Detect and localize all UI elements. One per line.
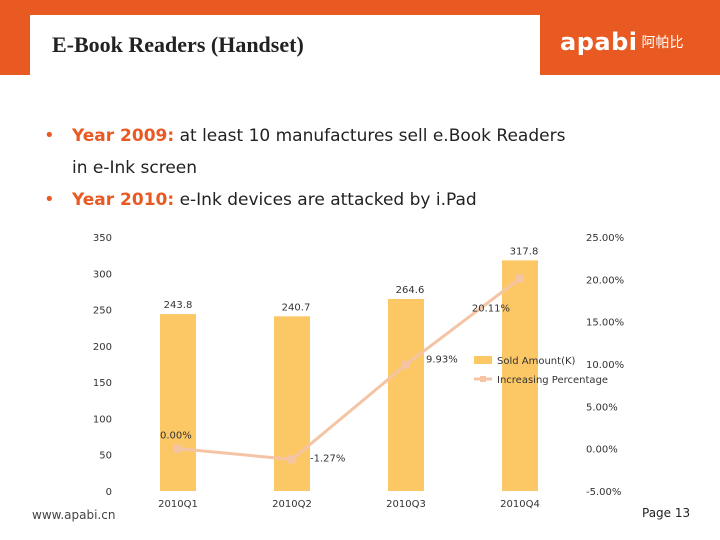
y-axis-tick-label: 350 xyxy=(93,233,112,244)
legend-label: Sold Amount(K) xyxy=(497,356,576,367)
y2-axis-tick-label: 10.00% xyxy=(586,360,624,371)
slide-title: E-Book Readers (Handset) xyxy=(52,32,304,57)
line-data-label: 9.93% xyxy=(426,355,458,366)
line-point xyxy=(174,444,182,453)
line-point xyxy=(402,360,410,369)
legend-swatch-marker xyxy=(480,376,486,382)
y-axis-tick-label: 200 xyxy=(93,342,112,353)
apabi-logo: apabi 阿帕比 xyxy=(560,28,683,58)
x-axis-tick-label: 2010Q2 xyxy=(272,499,312,510)
logo-chinese-text: 阿帕比 xyxy=(641,35,684,51)
bullet-text: e-Ink devices are attacked by i.Pad xyxy=(174,190,477,210)
bar-data-label: 264.6 xyxy=(396,285,425,296)
line-series xyxy=(177,277,521,461)
y-axis-tick-label: 300 xyxy=(93,269,112,280)
y2-axis-tick-label: 20.00% xyxy=(586,275,624,286)
line-point xyxy=(516,274,524,283)
y2-axis-tick-label: 0.00% xyxy=(586,445,618,456)
page-number: Page 13 xyxy=(642,506,691,520)
bullet-list: • Year 2009: at least 10 manufactures se… xyxy=(30,120,710,216)
bullet-text: at least 10 manufactures sell e.Book Rea… xyxy=(174,126,566,146)
header-bar: E-Book Readers (Handset) apabi 阿帕比 xyxy=(0,0,720,75)
sales-chart: 0 50 100 150 200 250 300 350 -5.00% 0.00% 5.00% 10.… xyxy=(93,233,624,510)
bar-data-label: 243.8 xyxy=(164,300,193,311)
y-axis-tick-label: 50 xyxy=(99,451,112,462)
y2-axis-tick-label: 5.00% xyxy=(586,402,618,413)
bullet-continuation: in e-Ink screen xyxy=(72,158,198,178)
bar xyxy=(388,298,424,491)
bullet-item-2009: • Year 2009: at least 10 manufactures se… xyxy=(30,120,710,152)
bullet-year: Year 2010: xyxy=(72,190,175,210)
logo-text: apabi xyxy=(560,28,638,56)
y-axis-tick-label: 250 xyxy=(93,306,112,317)
y2-axis-tick-label: 15.00% xyxy=(586,318,624,329)
bullet-item-2010: • Year 2010: e-Ink devices are attacked … xyxy=(30,184,710,216)
x-axis-tick-label: 2010Q4 xyxy=(500,499,540,510)
y-axis-tick-label: 150 xyxy=(93,378,112,389)
x-axis-tick-label: 2010Q1 xyxy=(158,499,198,510)
bar xyxy=(274,316,310,491)
y-axis-tick-label: 100 xyxy=(93,414,112,425)
y-axis-tick-label: 0 xyxy=(106,487,112,498)
bar-data-label: 317.8 xyxy=(510,246,539,257)
line-data-label: 0.00% xyxy=(160,431,192,442)
bar-data-label: 240.7 xyxy=(282,302,311,313)
bullet-dot-icon: • xyxy=(44,189,55,210)
line-point xyxy=(288,455,296,464)
footer-url: www.apabi.cn xyxy=(32,508,116,522)
bar xyxy=(502,260,538,491)
line-data-label: -1.27% xyxy=(310,453,345,464)
title-box: E-Book Readers (Handset) xyxy=(30,15,540,75)
y2-axis-tick-label: 25.00% xyxy=(586,233,624,244)
bullet-dot-icon: • xyxy=(44,125,55,146)
line-data-label: 20.11% xyxy=(472,303,510,314)
x-axis-tick-label: 2010Q3 xyxy=(386,499,426,510)
bar xyxy=(160,314,196,491)
legend-label: Increasing Percentage xyxy=(497,375,608,386)
legend-swatch-bar xyxy=(474,356,492,364)
y2-axis-tick-label: -5.00% xyxy=(586,487,621,498)
bullet-year: Year 2009: xyxy=(72,126,175,146)
